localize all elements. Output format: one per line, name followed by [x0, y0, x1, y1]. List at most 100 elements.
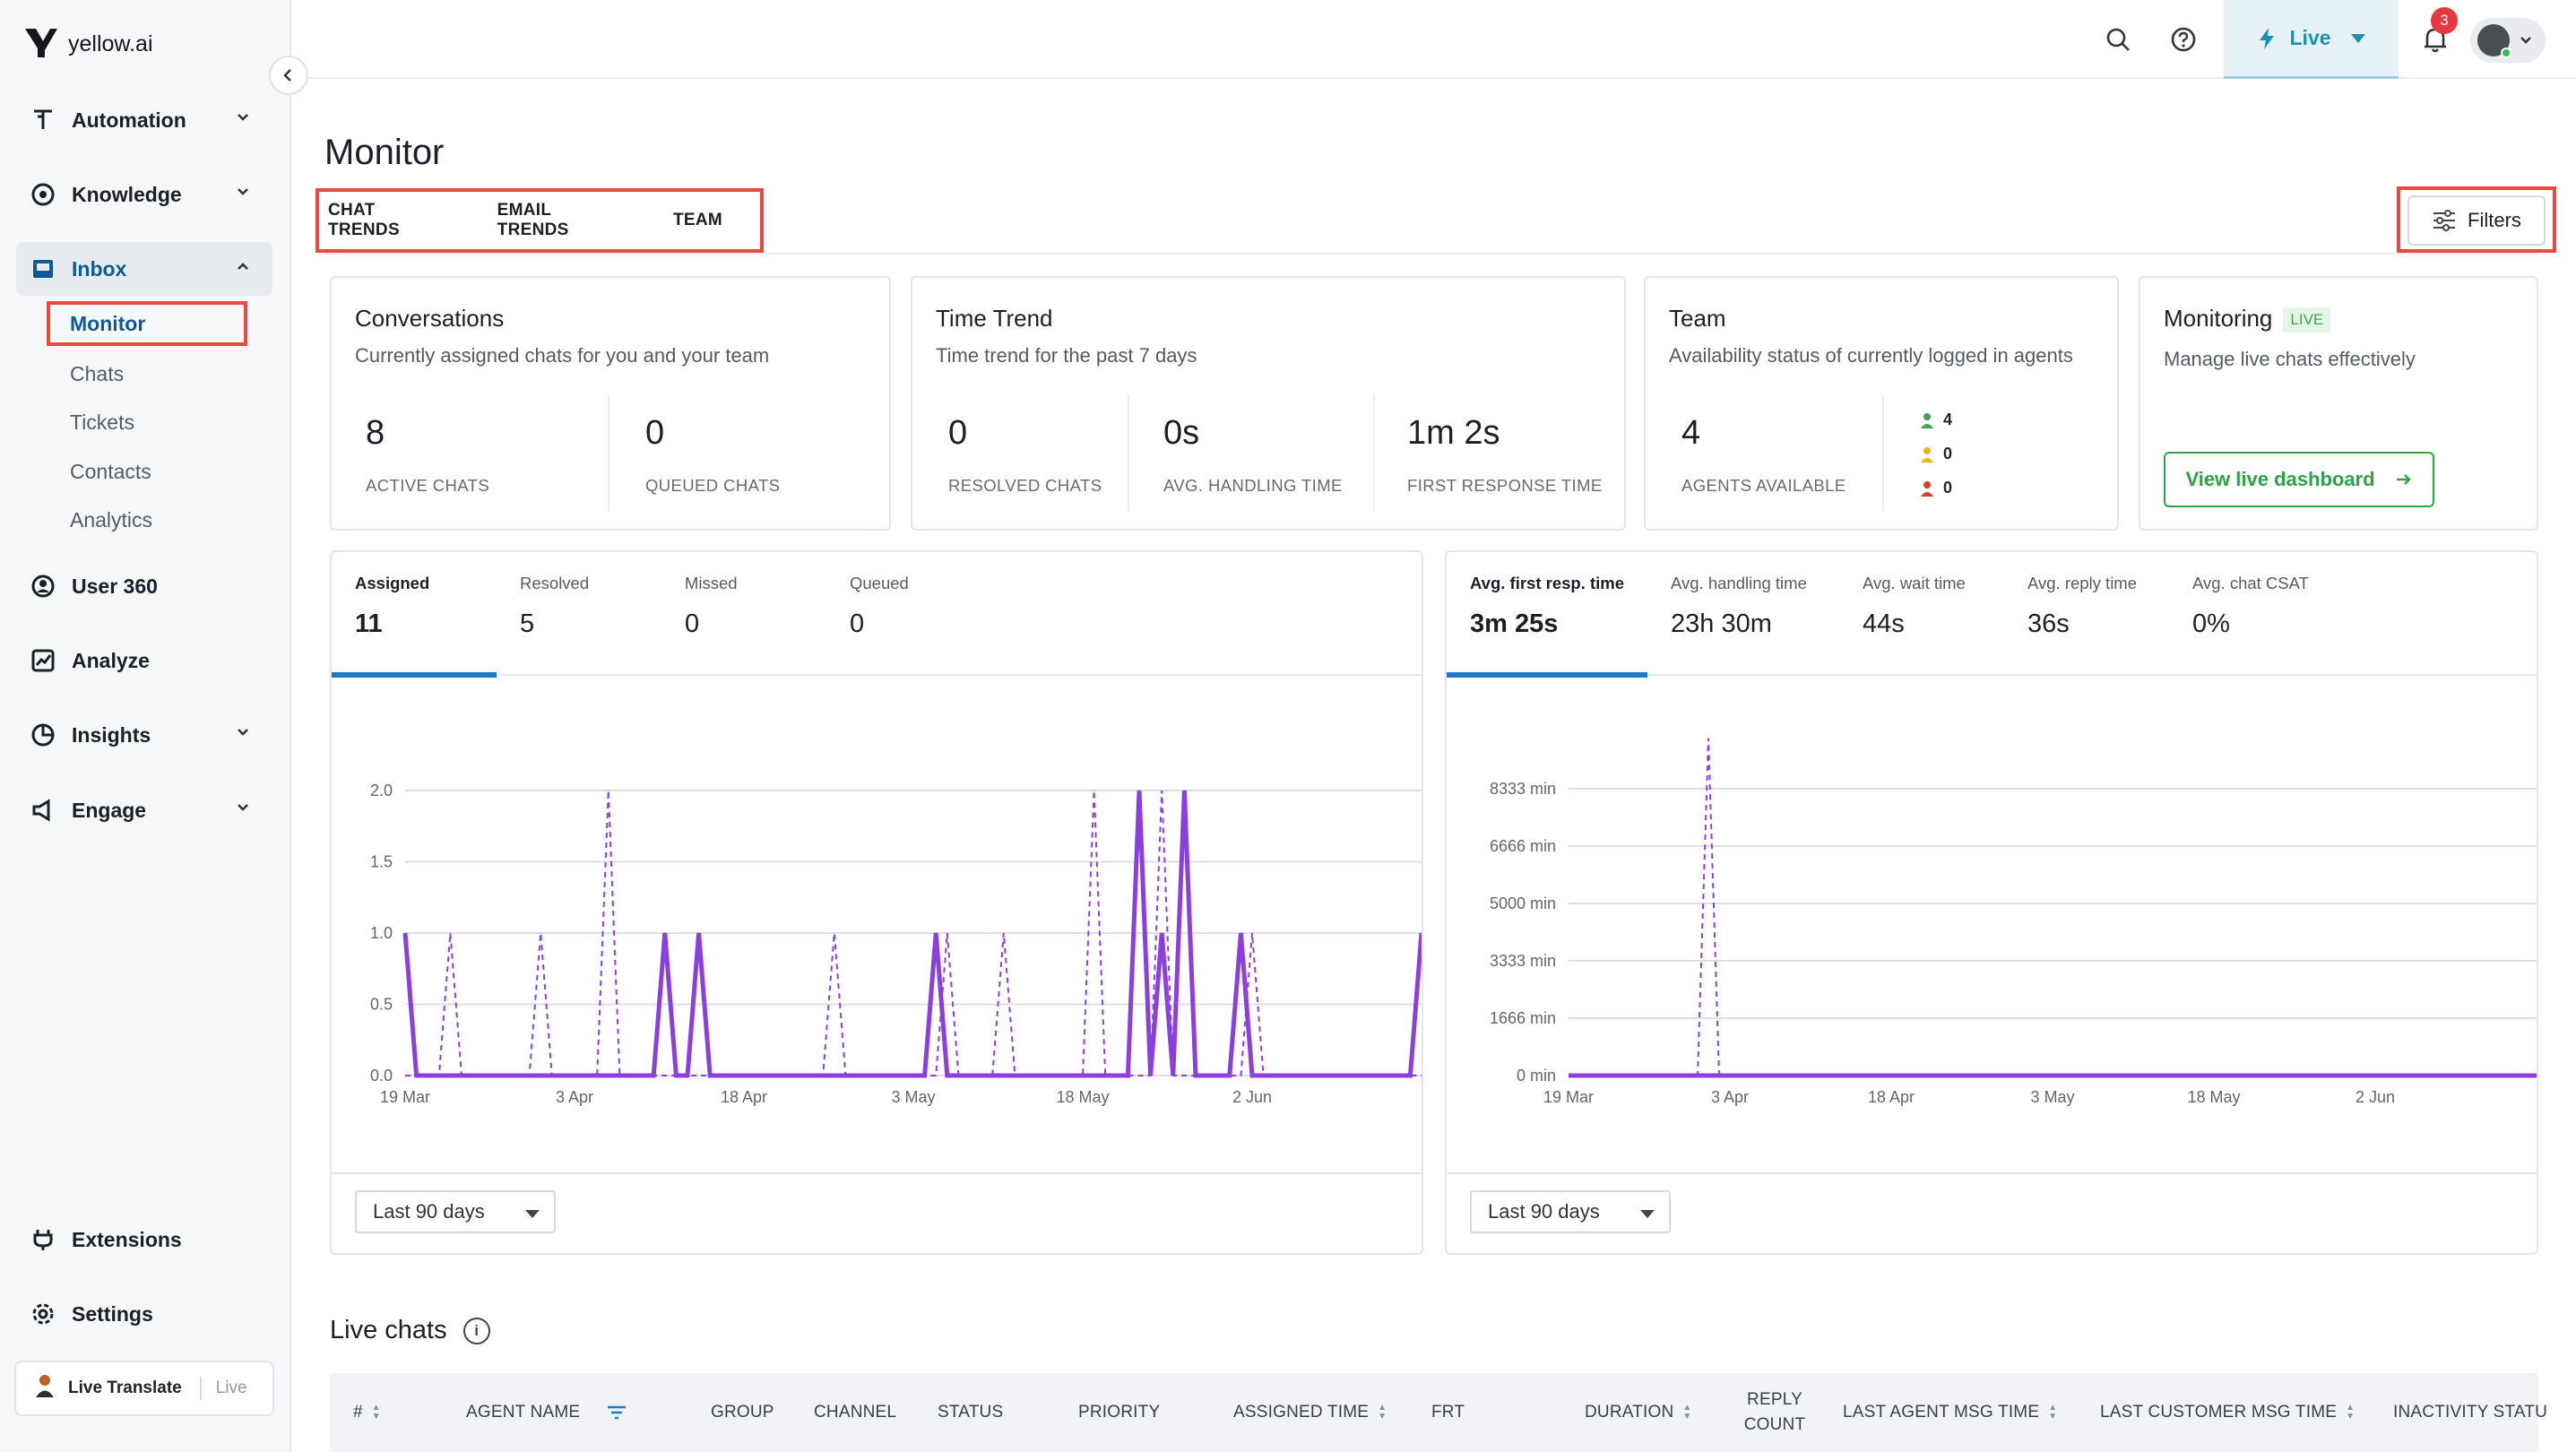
metric-tab-avg-first-resp-time[interactable]: Avg. first resp. time 3m 25s [1447, 552, 1647, 678]
date-range-select[interactable]: Last 90 days [355, 1190, 556, 1233]
metric-tab-avg-chat-csat[interactable]: Avg. chat CSAT 0% [2169, 552, 2348, 676]
metric-tab-avg-handling-time[interactable]: Avg. handling time 23h 30m [1647, 552, 1839, 676]
tab-email-trends[interactable]: EMAIL TRENDS [497, 201, 569, 239]
environment-selector[interactable]: Live [2224, 0, 2399, 79]
live-translate-toggle[interactable]: Live Translate Live [14, 1361, 274, 1416]
info-icon[interactable]: i [462, 1317, 490, 1344]
column-header-priority[interactable]: PRIORITY [1078, 1373, 1160, 1452]
sidebar-item-engage[interactable]: Engage [16, 783, 272, 837]
column-header-frt[interactable]: FRT [1431, 1373, 1465, 1452]
column-header-assigned-time[interactable]: ASSIGNED TIME ▲ ▼ [1233, 1373, 1387, 1452]
sidebar-subitem-contacts[interactable]: Contacts [70, 459, 151, 483]
data-point [1003, 932, 1005, 934]
data-point [935, 932, 937, 934]
active-chats-stat[interactable]: 8 ACTIVE CHATS [366, 414, 489, 496]
queued-chats-stat[interactable]: 0 QUEUED CHATS [645, 414, 780, 496]
column-header-group[interactable]: GROUP [711, 1373, 774, 1452]
collapse-sidebar-button[interactable] [269, 56, 308, 95]
chevron-down-icon [238, 729, 248, 736]
tab-team[interactable]: TEAM [672, 211, 722, 229]
chevron-up-icon [238, 263, 248, 270]
resolved-chats-stat: 0 RESOLVED CHATS [948, 414, 1102, 496]
sidebar-subitem-analytics[interactable]: Analytics [70, 507, 153, 532]
logo[interactable]: yellow.ai [23, 23, 153, 65]
tab-chat-trends[interactable]: CHAT TRENDS [328, 201, 400, 239]
sidebar-item-settings[interactable]: Settings [16, 1287, 272, 1341]
date-range-select[interactable]: Last 90 days [1470, 1190, 1671, 1233]
sidebar-subitem-monitor[interactable]: Monitor [47, 301, 247, 346]
search-button[interactable] [2098, 20, 2138, 59]
column-header-last-customer-msg-time[interactable]: LAST CUSTOMER MSG TIME ▲ ▼ [2100, 1373, 2355, 1452]
first-response-time-stat: 1m 2s FIRST RESPONSE TIME [1407, 414, 1603, 496]
insights-icon [29, 721, 57, 749]
stat-value: 8 [366, 414, 385, 452]
x-tick-label: 3 Apr [1711, 1088, 1749, 1106]
y-tick-label: 1666 min [1490, 1009, 1556, 1027]
stat-label: AVG. HANDLING TIME [1163, 476, 1343, 495]
metric-tab-missed[interactable]: Missed 0 [661, 552, 826, 676]
metric-tab-resolved[interactable]: Resolved 5 [497, 552, 661, 676]
data-point [664, 932, 666, 934]
sidebar-subitem-tickets[interactable]: Tickets [70, 410, 134, 434]
topbar [293, 0, 2576, 79]
column-header-inactivity-status[interactable]: INACTIVITY STATU [2393, 1373, 2547, 1452]
data-point [698, 932, 700, 934]
column-header-channel[interactable]: CHANNEL [814, 1373, 896, 1452]
page-title: Monitor [324, 133, 445, 172]
caret-down-icon [525, 1210, 540, 1218]
stat-value: 4 [1681, 414, 1701, 452]
sidebar-item-label: Engage [72, 798, 147, 822]
engage-icon [29, 796, 57, 825]
help-button[interactable] [2164, 20, 2203, 59]
data-point [540, 932, 541, 934]
filters-button[interactable]: Filters [2407, 195, 2546, 246]
metric-tab-assigned[interactable]: Assigned 11 [332, 552, 497, 678]
avg-handling-time-stat: 0s AVG. HANDLING TIME [1163, 414, 1343, 496]
card-subtitle: Currently assigned chats for you and you… [355, 344, 770, 367]
card-subtitle: Availability status of currently logged … [1669, 344, 2073, 367]
column-header-reply-count[interactable]: REPLY COUNT [1739, 1373, 1811, 1452]
column-label: # [353, 1403, 363, 1422]
sidebar-item-label: Knowledge [72, 182, 182, 206]
y-tick-label: 3333 min [1490, 952, 1556, 970]
column-header-status[interactable]: STATUS [938, 1373, 1003, 1452]
column-header-index[interactable]: # ▲ ▼ [353, 1373, 381, 1452]
metric-value: 3m 25s [1470, 609, 1559, 638]
agents-available-stat[interactable]: 4 AGENTS AVAILABLE [1681, 414, 1846, 496]
column-header-duration[interactable]: DURATION ▲ ▼ [1585, 1373, 1692, 1452]
sidebar-item-knowledge[interactable]: Knowledge [16, 168, 272, 221]
account-menu[interactable] [2470, 18, 2546, 63]
column-label: DURATION [1585, 1403, 1674, 1422]
knowledge-icon [29, 180, 57, 209]
x-tick-label: 2 Jun [2356, 1088, 2395, 1106]
person-icon [1921, 480, 1933, 497]
column-header-agent-name[interactable]: AGENT NAME [466, 1373, 627, 1452]
automation-icon [29, 106, 57, 134]
sidebar-item-automation[interactable]: Automation [16, 93, 272, 147]
time-trend-card: Time Trend Time trend for the past 7 day… [911, 276, 1626, 531]
metric-label: Missed [685, 574, 738, 592]
metric-tab-avg-reply-time[interactable]: Avg. reply time 36s [2004, 552, 2169, 676]
live-chats-table-header: # ▲ ▼ AGENT NAME GROUP CHANNEL STATUS PRI… [330, 1373, 2547, 1452]
column-header-last-agent-msg-time[interactable]: LAST AGENT MSG TIME ▲ ▼ [1843, 1373, 2057, 1452]
data-point [1707, 738, 1709, 739]
sidebar-subitem-chats[interactable]: Chats [70, 361, 125, 385]
metric-label: Avg. first resp. time [1470, 574, 1625, 592]
metric-tab-avg-wait-time[interactable]: Avg. wait time 44s [1839, 552, 2004, 676]
stat-value: 1m 2s [1407, 414, 1500, 452]
filter-icon[interactable] [607, 1405, 627, 1420]
sidebar-item-insights[interactable]: Insights [16, 708, 272, 762]
sidebar-item-user-360[interactable]: User 360 [16, 559, 272, 613]
selected-tab-indicator [332, 672, 497, 678]
chevron-down-icon [238, 114, 248, 121]
view-live-dashboard-button[interactable]: View live dashboard [2164, 452, 2434, 507]
y-tick-label: 2.0 [370, 782, 393, 799]
sidebar-item-inbox[interactable]: Inbox [16, 242, 272, 296]
metric-label: Assigned [355, 574, 430, 592]
divider [1882, 394, 1884, 511]
sidebar-item-analyze[interactable]: Analyze [16, 634, 272, 687]
sidebar-item-extensions[interactable]: Extensions [16, 1213, 272, 1266]
metric-tab-queued[interactable]: Queued 0 [826, 552, 991, 676]
lightning-icon [2260, 27, 2275, 49]
search-icon [2106, 28, 2130, 51]
